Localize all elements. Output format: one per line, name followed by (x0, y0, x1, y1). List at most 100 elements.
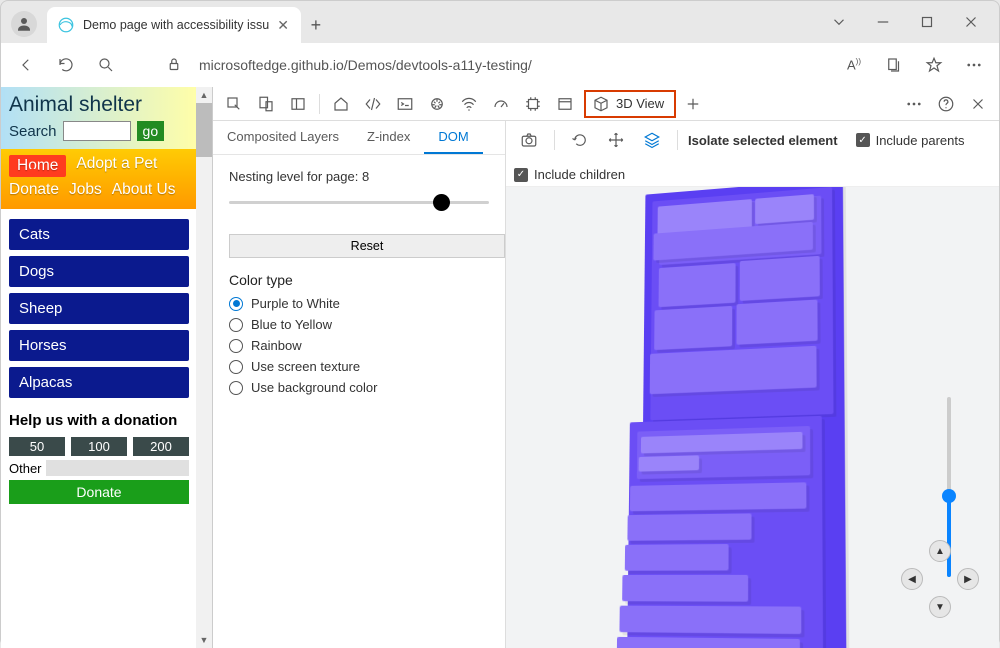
amount-200[interactable]: 200 (133, 437, 189, 456)
new-tab-button[interactable]: + (301, 7, 331, 43)
application-icon[interactable] (550, 89, 580, 119)
nav-adopt[interactable]: Adopt a Pet (76, 155, 157, 177)
devtools-close-icon[interactable] (963, 89, 993, 119)
subtab-zindex[interactable]: Z-index (353, 121, 424, 154)
inspect-icon[interactable] (219, 89, 249, 119)
list-item[interactable]: Sheep (9, 293, 189, 324)
radio-label: Use background color (251, 380, 377, 395)
color-radio[interactable]: Use screen texture (229, 359, 489, 374)
network-icon[interactable] (454, 89, 484, 119)
collections-icon[interactable] (879, 50, 909, 80)
scroll-down-icon[interactable]: ▼ (196, 632, 212, 648)
browser-tab[interactable]: Demo page with accessibility issu ✕ (47, 7, 301, 43)
dpad-down[interactable]: ▼ (929, 596, 951, 618)
radio-label: Purple to White (251, 296, 340, 311)
favorite-icon[interactable] (919, 50, 949, 80)
reset-button[interactable]: Reset (229, 234, 505, 258)
sources-icon[interactable] (422, 89, 452, 119)
dom-layer[interactable] (736, 300, 817, 345)
dom-layer[interactable] (654, 306, 732, 350)
tab-close-icon[interactable]: ✕ (277, 17, 289, 34)
color-radio[interactable]: Blue to Yellow (229, 317, 489, 332)
go-button[interactable]: go (137, 121, 165, 141)
cube-icon (592, 95, 610, 113)
layers-icon[interactable] (637, 125, 667, 155)
minimize-button[interactable] (861, 7, 905, 37)
memory-icon[interactable] (518, 89, 548, 119)
site-info-icon[interactable] (159, 50, 189, 80)
3d-view-tab[interactable]: 3D View (584, 90, 676, 118)
dom-layer[interactable] (625, 544, 729, 571)
dpad-up[interactable]: ▲ (929, 540, 951, 562)
panel-icon[interactable] (283, 89, 313, 119)
nesting-label: Nesting level for page: 8 (229, 169, 369, 184)
search-icon[interactable] (91, 50, 121, 80)
color-radio[interactable]: Purple to White (229, 296, 489, 311)
dom-layer[interactable] (627, 513, 751, 540)
3d-viewport[interactable]: ▲ ◀ ▶ ▼ (506, 187, 999, 648)
nav-about[interactable]: About Us (112, 181, 176, 199)
animal-list: Cats Dogs Sheep Horses Alpacas (1, 209, 197, 408)
refresh-button[interactable] (51, 50, 81, 80)
nav-donate[interactable]: Donate (9, 181, 59, 199)
list-item[interactable]: Alpacas (9, 367, 189, 398)
chevron-down-icon[interactable] (817, 7, 861, 37)
radio-icon (229, 297, 243, 311)
amount-100[interactable]: 100 (71, 437, 127, 456)
url-text[interactable]: microsoftedge.github.io/Demos/devtools-a… (199, 57, 532, 73)
back-button[interactable] (11, 50, 41, 80)
nesting-slider[interactable] (229, 192, 489, 212)
console-icon[interactable] (390, 89, 420, 119)
dom-layer[interactable] (630, 482, 806, 511)
dpad-right[interactable]: ▶ (957, 568, 979, 590)
radio-label: Use screen texture (251, 359, 360, 374)
dom-layer[interactable] (619, 606, 801, 634)
profile-avatar[interactable] (11, 11, 37, 37)
dom-layer[interactable] (659, 263, 736, 307)
scroll-up-icon[interactable]: ▲ (196, 87, 212, 103)
dpad-left[interactable]: ◀ (901, 568, 923, 590)
elements-icon[interactable] (358, 89, 388, 119)
dom-layer[interactable] (740, 256, 820, 301)
other-input[interactable] (46, 460, 189, 476)
other-label: Other (9, 461, 42, 476)
devtools-right-panel: Isolate selected element ✓ Include paren… (506, 121, 999, 648)
list-item[interactable]: Cats (9, 219, 189, 250)
read-aloud-icon[interactable]: A)) (839, 50, 869, 80)
color-radio[interactable]: Rainbow (229, 338, 489, 353)
amount-50[interactable]: 50 (9, 437, 65, 456)
dom-layer[interactable] (617, 637, 800, 648)
include-children-checkbox[interactable]: ✓ (514, 168, 528, 182)
color-radio[interactable]: Use background color (229, 380, 489, 395)
subtab-composited[interactable]: Composited Layers (213, 121, 353, 154)
include-parents-checkbox[interactable]: ✓ (856, 133, 870, 147)
dom-layer[interactable] (639, 455, 700, 471)
rotate-icon[interactable] (565, 125, 595, 155)
device-icon[interactable] (251, 89, 281, 119)
dom-layer[interactable] (622, 575, 748, 602)
dom-layer[interactable] (650, 346, 817, 394)
welcome-icon[interactable] (326, 89, 356, 119)
nav-jobs[interactable]: Jobs (69, 181, 102, 199)
subtab-dom[interactable]: DOM (424, 121, 482, 154)
donate-button[interactable]: Donate (9, 480, 189, 504)
3d-view-label: 3D View (616, 96, 664, 111)
page-scrollbar[interactable]: ▲ ▼ (196, 87, 212, 648)
add-tab-icon[interactable] (678, 89, 708, 119)
scroll-thumb[interactable] (196, 103, 212, 157)
camera-icon[interactable] (514, 125, 544, 155)
performance-icon[interactable] (486, 89, 516, 119)
color-type-heading: Color type (229, 272, 489, 288)
close-window-button[interactable] (949, 7, 993, 37)
pan-icon[interactable] (601, 125, 631, 155)
devtools-more-icon[interactable] (899, 89, 929, 119)
devtools-left-panel: Composited Layers Z-index DOM Nesting le… (213, 121, 506, 648)
list-item[interactable]: Dogs (9, 256, 189, 287)
dom-layer[interactable] (755, 194, 814, 224)
more-icon[interactable] (959, 50, 989, 80)
maximize-button[interactable] (905, 7, 949, 37)
help-icon[interactable] (931, 89, 961, 119)
search-input[interactable] (63, 121, 131, 141)
list-item[interactable]: Horses (9, 330, 189, 361)
devtools-subtabs: Composited Layers Z-index DOM (213, 121, 505, 155)
